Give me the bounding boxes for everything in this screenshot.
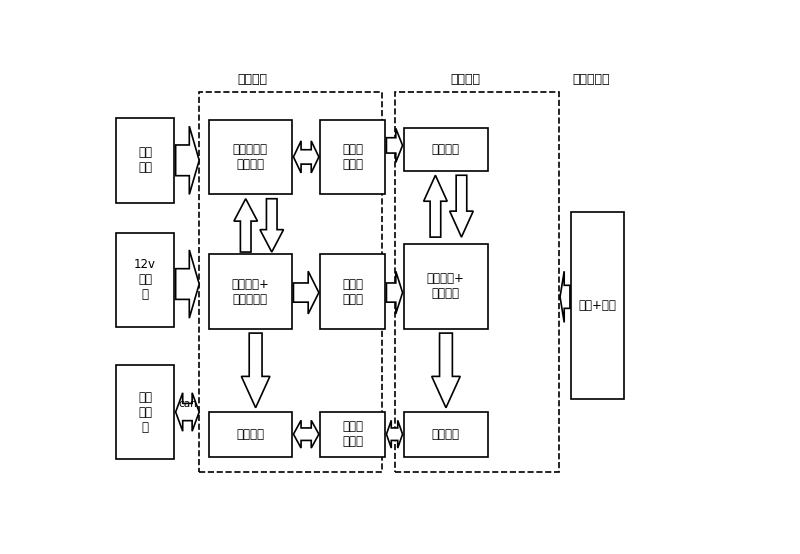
Text: 12v
蓄电
池: 12v 蓄电 池 xyxy=(134,258,156,301)
Bar xyxy=(320,412,386,457)
Text: 电源隔
离电路: 电源隔 离电路 xyxy=(342,278,363,305)
Polygon shape xyxy=(176,393,199,431)
Text: 电源电路+
采样电路: 电源电路+ 采样电路 xyxy=(426,272,465,300)
Bar xyxy=(199,92,382,472)
Bar xyxy=(209,120,292,194)
Bar xyxy=(115,117,174,203)
Text: 点火
信号: 点火 信号 xyxy=(138,146,152,175)
Text: 控制隔
离电路: 控制隔 离电路 xyxy=(342,143,363,171)
Polygon shape xyxy=(176,250,199,318)
Text: 通讯隔
离电路: 通讯隔 离电路 xyxy=(342,420,363,448)
Polygon shape xyxy=(294,141,319,173)
Polygon shape xyxy=(386,271,402,314)
Bar xyxy=(115,365,174,459)
Polygon shape xyxy=(234,199,258,252)
Polygon shape xyxy=(424,175,447,237)
Bar xyxy=(404,244,487,329)
Polygon shape xyxy=(176,126,199,194)
Text: 通讯电路: 通讯电路 xyxy=(432,428,460,441)
Bar xyxy=(571,212,624,399)
Polygon shape xyxy=(450,175,474,237)
Text: 高压电池包: 高压电池包 xyxy=(573,73,610,86)
Polygon shape xyxy=(386,420,402,448)
Bar xyxy=(394,92,558,472)
Polygon shape xyxy=(242,333,270,408)
Text: 低压回路: 低压回路 xyxy=(237,73,267,86)
Polygon shape xyxy=(294,420,319,448)
Bar xyxy=(404,129,487,171)
Polygon shape xyxy=(432,333,460,408)
Bar xyxy=(320,120,386,194)
Text: can: can xyxy=(178,398,197,409)
Text: 上层
控制
器: 上层 控制 器 xyxy=(138,391,152,434)
Polygon shape xyxy=(560,271,570,322)
Text: 信号处理: 信号处理 xyxy=(432,143,460,156)
Text: 通讯电路: 通讯电路 xyxy=(236,428,264,441)
Text: 信号处理与
转换电路: 信号处理与 转换电路 xyxy=(233,143,268,171)
Bar xyxy=(404,412,487,457)
Polygon shape xyxy=(294,271,319,314)
Polygon shape xyxy=(386,129,402,162)
Text: 高压回路: 高压回路 xyxy=(451,73,481,86)
Bar xyxy=(320,254,386,329)
Polygon shape xyxy=(260,199,283,252)
Bar xyxy=(209,412,292,457)
Bar xyxy=(115,233,174,327)
Text: 电压+温度: 电压+温度 xyxy=(578,299,617,312)
Text: 电源电路+
主芝片电路: 电源电路+ 主芝片电路 xyxy=(231,278,270,305)
Bar xyxy=(209,254,292,329)
